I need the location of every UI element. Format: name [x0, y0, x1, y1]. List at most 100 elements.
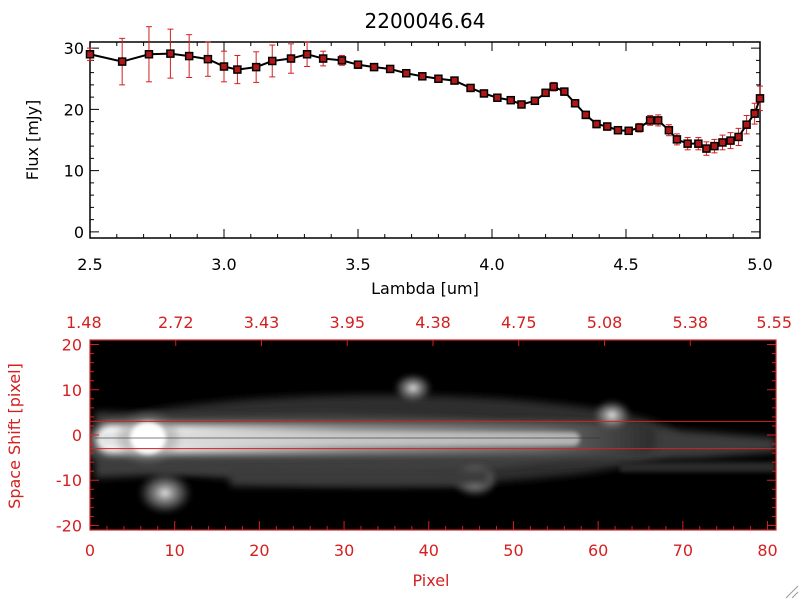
spectral-image-top-tick-label: 1.48 [66, 313, 102, 332]
spectral-image-x-axis-label: Pixel [412, 571, 449, 590]
spectral-image-x-tick-label: 20 [249, 541, 269, 560]
spectrum-data-point [493, 93, 502, 102]
spectrum-data-point [418, 72, 427, 81]
spectral-image-x-tick-label: 0 [85, 541, 95, 560]
aperture-lines [90, 420, 776, 450]
spectrum-x-tick-label: 3.0 [211, 255, 236, 274]
spectrum-x-tick-label: 5.0 [747, 255, 772, 274]
spectrum-data-point [592, 119, 601, 129]
spectrum-data-point [549, 82, 558, 91]
spectrum-data-point [710, 141, 719, 151]
spectral-image-y-tick-label: 0 [72, 426, 82, 445]
spectrum-data-point [645, 116, 655, 125]
spectrum-data-point [726, 136, 735, 145]
spectrum-data-point [219, 62, 229, 71]
spectral-image-x-tick-label: 10 [165, 541, 185, 560]
spectrum-data-point [184, 51, 194, 61]
spectrum-data-point [385, 64, 395, 74]
spectral-image-axis-ticks [89, 340, 777, 530]
spectrum-data-point [635, 123, 644, 132]
spectrum-data-point [466, 83, 475, 93]
spectral-image-top-tick-label: 4.38 [415, 313, 451, 332]
spectrum-data-point [653, 116, 663, 125]
spectral-image-x-tick-label: 70 [673, 541, 693, 560]
spectrum-data-point [581, 110, 591, 120]
spectrum-data-point [734, 132, 743, 142]
spectrum-x-axis-label: Lambda [um] [371, 279, 479, 298]
spectrum-y-tick-labels: 0 10 20 30 [64, 39, 84, 242]
spectral-image-top-tick-label: 3.43 [244, 313, 280, 332]
spectrum-data-point [369, 62, 379, 72]
spectral-image-x-tick-label: 40 [419, 541, 439, 560]
spectral-image-plot: 0 10 20 30 40 50 60 70 80 1.48 2.72 3.43 3.95 4.38 4.… [5, 313, 792, 590]
spectrum-data-point [85, 50, 95, 59]
spectral-image-x-tick-label: 60 [588, 541, 608, 560]
spectrum-data-point [286, 54, 296, 63]
spectrum-data-point [318, 54, 328, 63]
spectral-image-top-tick-label: 2.72 [158, 313, 194, 332]
spectral-image-x-tick-label: 30 [334, 541, 354, 560]
spectrum-axis-ticks [89, 42, 761, 238]
spectral-image-x-tick-label: 80 [757, 541, 777, 560]
spectrum-data-point [613, 125, 623, 135]
spectral-image-y-tick-label: -20 [56, 516, 82, 535]
spectral-image-top-tick-label: 5.08 [587, 313, 623, 332]
spectrum-data-point [672, 135, 682, 144]
spectrum-y-tick-label: 0 [74, 223, 84, 242]
spectrum-x-tick-labels: 2.5 3.0 3.5 4.0 4.5 5.0 [77, 255, 772, 274]
spectrum-x-tick-label: 3.5 [345, 255, 370, 274]
spectrum-y-tick-label: 20 [64, 100, 84, 119]
spectrum-data-point [755, 94, 765, 103]
spectrum-data-point [166, 49, 175, 58]
spectrum-data-point [450, 76, 459, 85]
spectral-image-y-tick-label: 20 [62, 336, 82, 355]
spectrum-data-point [750, 109, 759, 118]
spectrum-data-point [353, 60, 363, 69]
spectral-image-top-tick-label: 5.38 [672, 313, 708, 332]
spectrum-data-point [401, 68, 411, 78]
spectrum-data-point [302, 50, 312, 59]
spectrum-data-point [541, 88, 550, 98]
resize-grip-icon[interactable] [785, 585, 799, 599]
spectrum-plot: 2200046.64 2.5 3.0 3.5 4.0 4.5 5.0 0 10 20 30 La… [23, 9, 773, 298]
spectrum-data-point [702, 144, 711, 153]
spectral-image-y-tick-label: 10 [62, 381, 82, 400]
spectrum-data-point [530, 96, 540, 106]
spectrum-x-tick-label: 4.0 [479, 255, 504, 274]
spectrum-data-point [624, 126, 633, 136]
spectrum-data-point [718, 138, 727, 147]
spectrum-data-point [602, 122, 612, 131]
spectrum-data-point [203, 54, 213, 64]
spectrum-data-point [251, 62, 261, 72]
spectrum-data-point [560, 87, 569, 96]
spectrum-data-point [479, 89, 489, 98]
spectrum-data-point [117, 57, 127, 66]
spectral-image-y-axis-label: Space Shift [pixel] [5, 363, 24, 509]
spectrum-data-point [517, 100, 526, 109]
spectrum-flux-line [89, 52, 761, 150]
spectrum-x-tick-label: 4.5 [613, 255, 638, 274]
spectrum-data-point [694, 139, 703, 148]
spectrum-error-bars [87, 26, 763, 156]
spectrum-data-point [267, 56, 277, 66]
spectrum-data-point [337, 56, 347, 65]
spectrum-data-point [570, 99, 580, 108]
spectrum-data-point [506, 95, 516, 105]
spectral-image-x-tick-labels: 0 10 20 30 40 50 60 70 80 [85, 541, 778, 560]
spectrum-x-tick-label: 2.5 [77, 255, 102, 274]
spectral-image-trace [90, 373, 776, 515]
spectrum-data-point [233, 65, 242, 74]
spectrum-data-point [144, 50, 154, 59]
spectral-image-top-tick-labels: 1.48 2.72 3.43 3.95 4.38 4.75 5.08 5.38 5.55 [66, 313, 792, 332]
spectrum-y-tick-label: 30 [64, 39, 84, 58]
spectrum-plot-frame [89, 41, 761, 239]
spectrum-data-points [85, 49, 765, 153]
spectral-image-y-tick-labels: -20 -10 0 10 20 [56, 336, 82, 536]
spectrum-title: 2200046.64 [365, 9, 486, 33]
spectral-image-top-tick-label: 5.55 [756, 313, 792, 332]
spectrum-data-point [664, 125, 674, 135]
spectral-image-x-tick-label: 50 [503, 541, 523, 560]
spectrum-y-axis-label: Flux [mJy] [23, 100, 42, 181]
spectral-image-y-tick-label: -10 [56, 471, 82, 490]
